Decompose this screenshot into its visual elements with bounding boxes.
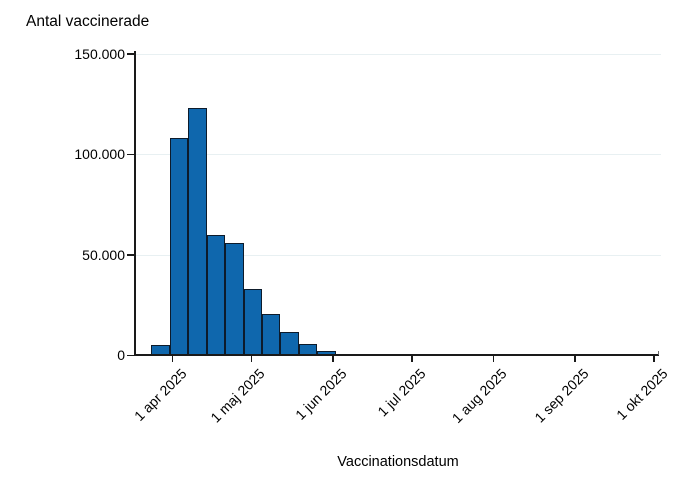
x-tick-label: 1 okt 2025 <box>613 365 671 423</box>
plot-area <box>135 52 661 356</box>
axis-end-tick <box>657 350 659 355</box>
x-tick <box>332 356 334 362</box>
x-tick-label: 1 aug 2025 <box>449 365 511 427</box>
gridline <box>135 154 661 155</box>
y-tick-label: 0 <box>117 347 125 363</box>
y-tick <box>127 354 134 357</box>
x-tick-label: 1 sep 2025 <box>531 365 592 426</box>
y-axis-line <box>134 51 136 356</box>
x-tick <box>653 356 655 362</box>
x-tick <box>171 356 174 362</box>
histogram-bar <box>169 138 189 356</box>
x-tick <box>250 356 253 362</box>
histogram-bar <box>188 108 207 356</box>
y-tick <box>127 254 134 256</box>
x-tick-label: 1 jun 2025 <box>292 365 350 423</box>
y-tick-label: 150.000 <box>74 45 125 62</box>
y-tick-label: 50.000 <box>82 246 125 263</box>
x-axis-line <box>134 354 659 357</box>
x-tick <box>574 356 576 362</box>
histogram-bar <box>243 289 262 356</box>
x-tick-label: 1 jul 2025 <box>374 365 429 420</box>
histogram-bar <box>225 242 244 356</box>
x-tick-label: 1 apr 2025 <box>130 365 190 424</box>
gridline <box>135 53 661 55</box>
histogram-bar <box>206 234 226 356</box>
histogram-bar <box>261 314 281 356</box>
y-tick <box>127 53 134 55</box>
x-tick <box>492 356 495 362</box>
x-tick <box>411 356 413 362</box>
chart-title: Antal vaccinerade <box>26 13 150 30</box>
histogram-bar <box>280 332 299 356</box>
x-tick-label: 1 maj 2025 <box>207 365 269 426</box>
x-axis-title: Vaccinationsdatum <box>337 454 459 470</box>
y-tick-label: 100.000 <box>74 146 125 162</box>
gridline <box>135 254 661 256</box>
y-tick <box>127 153 134 156</box>
